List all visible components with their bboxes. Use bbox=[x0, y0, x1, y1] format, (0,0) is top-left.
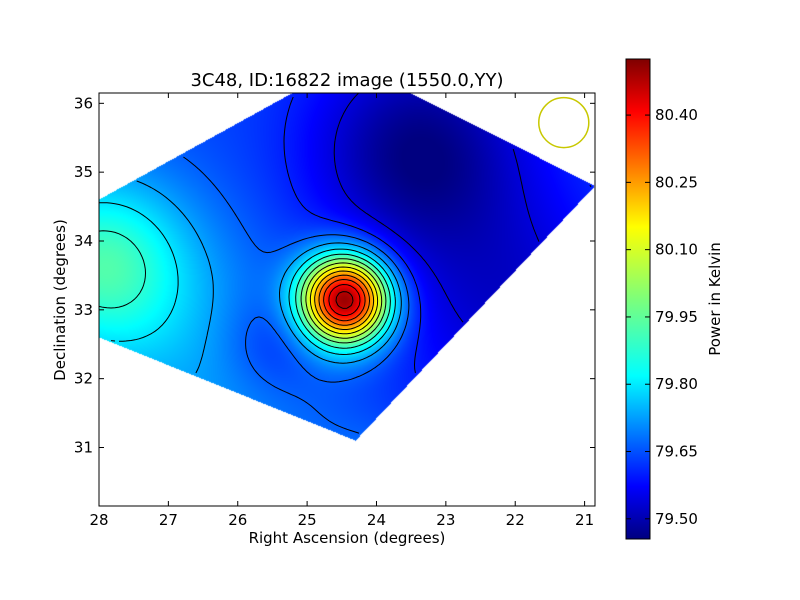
y-axis-label: Declination (degrees) bbox=[51, 219, 69, 381]
y-tick-label: 33 bbox=[74, 301, 93, 319]
colorbar-tick-label: 80.10 bbox=[655, 241, 698, 259]
y-tick-label: 36 bbox=[74, 94, 93, 112]
x-axis: 28 27 26 25 24 23 22 21 bbox=[89, 93, 594, 529]
contour-line bbox=[314, 270, 375, 330]
colorbar-tick-label: 79.65 bbox=[655, 443, 698, 461]
x-tick-label: 25 bbox=[298, 511, 317, 529]
contour-line bbox=[333, 93, 540, 323]
contour-line bbox=[99, 230, 391, 349]
chart-title: 3C48, ID:16822 image (1550.0,YY) bbox=[190, 70, 503, 91]
contour-line bbox=[318, 274, 370, 326]
x-axis-label: Right Ascension (degrees) bbox=[249, 529, 446, 547]
contour-lines bbox=[99, 93, 592, 434]
y-axis: 31 32 33 34 35 36 bbox=[74, 94, 595, 456]
x-tick-label: 22 bbox=[506, 511, 525, 529]
contour-line bbox=[283, 96, 592, 374]
y-tick-label: 35 bbox=[74, 163, 93, 181]
colorbar bbox=[625, 58, 651, 540]
contour-line bbox=[309, 266, 379, 335]
x-tick-label: 26 bbox=[228, 511, 247, 529]
contour-line bbox=[99, 202, 396, 355]
contour-line bbox=[335, 291, 354, 309]
contour-line bbox=[300, 258, 387, 344]
colorbar-tick-label: 79.80 bbox=[655, 375, 698, 393]
colorbar-tick-label: 79.50 bbox=[655, 510, 698, 528]
x-tick-label: 24 bbox=[367, 511, 386, 529]
contour-line bbox=[305, 262, 383, 339]
contour-line bbox=[323, 279, 366, 322]
colorbar-tick-label: 80.25 bbox=[655, 173, 698, 191]
x-tick-label: 21 bbox=[575, 511, 594, 529]
contour-line bbox=[136, 180, 402, 374]
colorbar-tick-label: 79.95 bbox=[655, 308, 698, 326]
x-tick-label: 27 bbox=[159, 511, 178, 529]
colorbar-label: Power in Kelvin bbox=[706, 242, 724, 356]
colorbar-tick-label: 80.40 bbox=[655, 106, 698, 124]
colorbar-ticks: 79.50 79.65 79.80 79.95 80.10 80.25 80.40 bbox=[626, 106, 698, 528]
plot-area bbox=[99, 93, 595, 506]
y-tick-label: 31 bbox=[74, 438, 93, 456]
contour-line bbox=[183, 156, 410, 434]
x-tick-label: 28 bbox=[89, 511, 108, 529]
contour-line bbox=[328, 284, 361, 316]
heatmap-image bbox=[99, 93, 595, 506]
y-tick-label: 32 bbox=[74, 370, 93, 388]
y-tick-label: 34 bbox=[74, 232, 93, 250]
beam-circle bbox=[538, 96, 590, 149]
plot-frame bbox=[98, 92, 596, 507]
x-tick-label: 23 bbox=[436, 511, 455, 529]
